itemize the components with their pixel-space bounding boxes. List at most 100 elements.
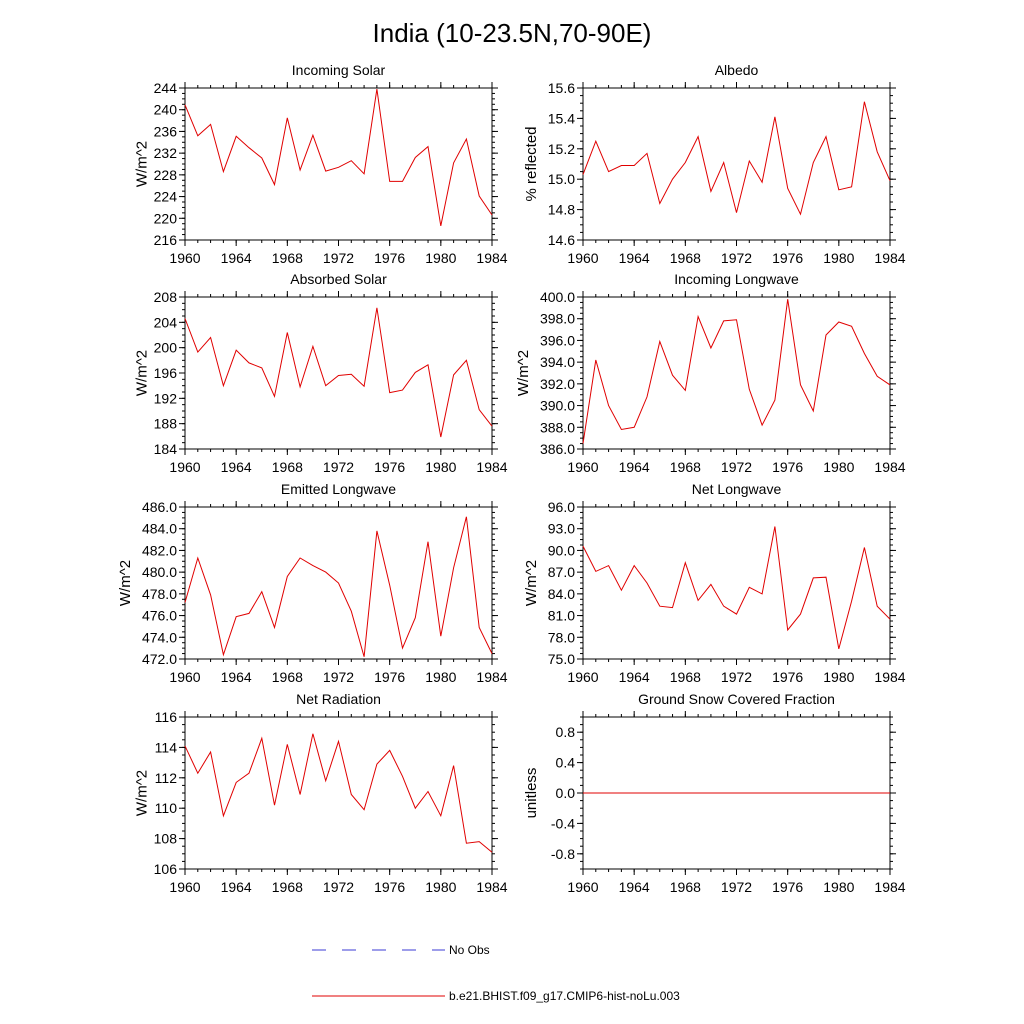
y-tick-label: 116: [155, 709, 178, 725]
y-tick-label: 232: [154, 145, 178, 161]
panel-title: Absorbed Solar: [290, 271, 387, 287]
x-tick-label: 1984: [874, 250, 905, 266]
x-tick-label: 1972: [323, 669, 354, 685]
chart-panel: 1960 1964 1968 1972 1976 1980 1984 75.0 78.0 81.0…: [523, 481, 906, 685]
x-tick-label: 1964: [221, 879, 252, 895]
y-axis-label: W/m^2: [117, 560, 134, 606]
x-tick-label: 1964: [619, 669, 650, 685]
panel-title: Net Radiation: [296, 691, 381, 707]
y-tick-label: 0.4: [556, 755, 576, 771]
plot-frame: [582, 506, 891, 660]
y-tick-label: 15.6: [548, 80, 575, 96]
chart-panel: 1960 1964 1968 1972 1976 1980 1984 184 188 192 196…: [133, 271, 507, 475]
y-axis-label: unitless: [523, 768, 540, 819]
y-tick-label: 480.0: [142, 564, 177, 580]
y-tick-label: 220: [154, 210, 178, 226]
x-tick-label: 1976: [772, 250, 803, 266]
x-tick-label: 1968: [670, 250, 701, 266]
y-tick-label: 110: [155, 800, 178, 816]
x-tick-label: 1968: [670, 879, 701, 895]
legend: No Obs b.e21.BHIST.f09_g17.CMIP6-hist-no…: [312, 943, 680, 1003]
x-tick-label: 1984: [476, 459, 507, 475]
x-tick-label: 1976: [374, 250, 405, 266]
panel-title: Ground Snow Covered Fraction: [638, 691, 835, 707]
y-tick-label: 396.0: [540, 332, 575, 348]
chart-panels: 1960 1964 1968 1972 1976 1980 1984 216 220 224 228…: [117, 62, 906, 895]
y-tick-label: 0.8: [556, 724, 576, 740]
y-tick-label: 216: [154, 232, 178, 248]
x-tick-label: 1976: [772, 459, 803, 475]
y-tick-label: 484.0: [142, 521, 177, 537]
x-tick-label: 1960: [567, 459, 598, 475]
x-tick-label: 1984: [874, 669, 905, 685]
series-line: [184, 516, 493, 657]
y-tick-label: 84.0: [548, 586, 575, 602]
y-tick-label: 394.0: [540, 354, 575, 370]
x-tick-label: 1976: [374, 879, 405, 895]
x-tick-label: 1972: [721, 669, 752, 685]
x-tick-label: 1972: [721, 459, 752, 475]
y-tick-label: 478.0: [142, 586, 177, 602]
x-tick-label: 1980: [425, 879, 456, 895]
y-tick-label: 482.0: [142, 542, 177, 558]
x-tick-label: 1980: [425, 250, 456, 266]
y-tick-label: -0.4: [551, 815, 575, 831]
series-line: [582, 526, 891, 650]
y-tick-label: 244: [154, 80, 178, 96]
x-tick-label: 1980: [823, 459, 854, 475]
x-tick-label: 1972: [323, 459, 354, 475]
x-tick-label: 1984: [476, 669, 507, 685]
x-tick-label: 1976: [374, 669, 405, 685]
y-tick-label: 228: [154, 167, 178, 183]
y-tick-label: 224: [154, 189, 178, 205]
y-tick-label: 96.0: [548, 499, 575, 515]
y-axis-label: % reflected: [523, 126, 540, 201]
y-tick-label: 75.0: [548, 651, 575, 667]
x-tick-label: 1960: [567, 250, 598, 266]
plot-frame: [184, 87, 493, 241]
y-tick-label: 192: [154, 390, 178, 406]
y-tick-label: 388.0: [540, 419, 575, 435]
y-tick-label: 386.0: [540, 441, 575, 457]
y-tick-label: 112: [155, 770, 178, 786]
y-tick-label: 400.0: [540, 289, 575, 305]
x-tick-label: 1964: [619, 250, 650, 266]
x-tick-label: 1976: [772, 669, 803, 685]
x-tick-label: 1972: [323, 879, 354, 895]
y-tick-label: 398.0: [540, 311, 575, 327]
y-tick-label: 486.0: [142, 499, 177, 515]
y-tick-label: 472.0: [142, 651, 177, 667]
y-tick-label: 93.0: [548, 521, 575, 537]
y-axis-label: W/m^2: [523, 560, 540, 606]
y-tick-label: 196: [154, 365, 178, 381]
chart-panel: 1960 1964 1968 1972 1976 1980 1984 216 220 224 228…: [133, 62, 507, 266]
x-tick-label: 1964: [619, 879, 650, 895]
x-tick-label: 1968: [272, 879, 303, 895]
y-tick-label: 106: [154, 861, 178, 877]
x-tick-label: 1964: [221, 669, 252, 685]
x-tick-label: 1964: [221, 250, 252, 266]
y-tick-label: 108: [154, 831, 178, 847]
series-line: [582, 101, 891, 216]
x-tick-label: 1984: [476, 250, 507, 266]
x-tick-label: 1972: [721, 250, 752, 266]
y-axis-label: W/m^2: [133, 770, 150, 816]
panel-title: Incoming Solar: [292, 62, 386, 78]
chart-panel: 1960 1964 1968 1972 1976 1980 1984 -0.8 -0.4 0.0 0…: [523, 691, 906, 895]
plot-frame: [582, 87, 891, 241]
y-tick-label: 208: [154, 289, 178, 305]
figure-title: India (10-23.5N,70-90E): [373, 18, 652, 48]
x-tick-label: 1968: [272, 250, 303, 266]
x-tick-label: 1960: [169, 250, 200, 266]
x-tick-label: 1960: [169, 459, 200, 475]
x-tick-label: 1980: [823, 879, 854, 895]
x-tick-label: 1968: [670, 669, 701, 685]
chart-panel: 1960 1964 1968 1972 1976 1980 1984 14.6 14.8 15.0…: [523, 62, 906, 266]
y-tick-label: 390.0: [540, 398, 575, 414]
chart-panel: 1960 1964 1968 1972 1976 1980 1984 472.0 474.0 47…: [117, 481, 508, 685]
x-tick-label: 1980: [823, 669, 854, 685]
y-tick-label: 236: [154, 123, 178, 139]
series-line: [184, 307, 493, 438]
x-tick-label: 1960: [169, 879, 200, 895]
